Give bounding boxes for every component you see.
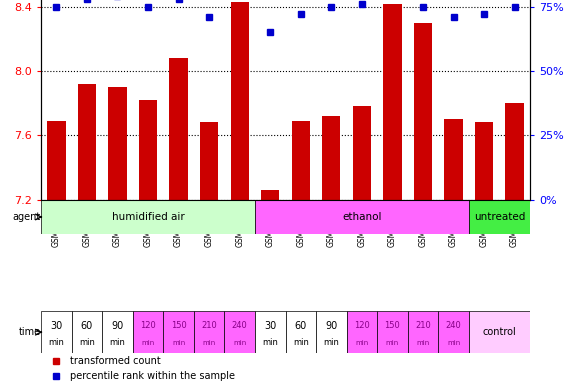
Bar <box>139 100 157 200</box>
Bar <box>47 121 66 200</box>
Text: ethanol: ethanol <box>342 212 381 222</box>
Bar <box>292 121 310 200</box>
Bar <box>78 84 96 200</box>
Bar <box>194 311 224 353</box>
Text: min: min <box>447 340 460 346</box>
Bar <box>163 311 194 353</box>
Bar <box>469 311 530 353</box>
Bar <box>439 311 469 353</box>
Bar <box>170 58 188 200</box>
Bar <box>72 311 102 353</box>
Bar <box>383 3 401 200</box>
Bar <box>316 311 347 353</box>
Bar <box>286 311 316 353</box>
Text: 90: 90 <box>111 321 123 331</box>
Bar <box>475 122 493 200</box>
Text: time: time <box>19 327 41 337</box>
Bar <box>41 311 72 353</box>
Bar <box>353 106 371 200</box>
Text: min: min <box>172 340 185 346</box>
Text: min: min <box>262 338 278 347</box>
Bar <box>200 122 218 200</box>
Text: 90: 90 <box>325 321 337 331</box>
Text: min: min <box>323 338 339 347</box>
Text: 120: 120 <box>140 321 156 330</box>
Text: 210: 210 <box>201 321 217 330</box>
Text: min: min <box>416 340 429 346</box>
Text: 150: 150 <box>171 321 187 330</box>
Bar <box>224 311 255 353</box>
Bar <box>414 23 432 200</box>
Text: 60: 60 <box>295 321 307 331</box>
Bar <box>347 311 377 353</box>
Bar <box>231 2 249 200</box>
Text: humidified air: humidified air <box>112 212 184 222</box>
Bar <box>261 190 279 200</box>
Text: 150: 150 <box>384 321 400 330</box>
Text: 240: 240 <box>232 321 248 330</box>
Text: min: min <box>203 340 216 346</box>
Text: 60: 60 <box>81 321 93 331</box>
Text: 30: 30 <box>50 321 62 331</box>
Text: percentile rank within the sample: percentile rank within the sample <box>70 371 235 381</box>
Bar <box>377 311 408 353</box>
Text: min: min <box>49 338 65 347</box>
Bar <box>108 87 127 200</box>
Text: agent: agent <box>13 212 41 222</box>
Bar <box>322 116 340 200</box>
Bar <box>255 311 286 353</box>
Text: 30: 30 <box>264 321 276 331</box>
Bar <box>469 200 530 234</box>
Text: min: min <box>233 340 246 346</box>
Text: min: min <box>355 340 368 346</box>
Bar <box>444 119 463 200</box>
Text: min: min <box>386 340 399 346</box>
Text: 210: 210 <box>415 321 431 330</box>
Bar <box>255 200 469 234</box>
Text: min: min <box>142 340 155 346</box>
Bar <box>408 311 439 353</box>
Text: transformed count: transformed count <box>70 356 161 366</box>
Text: untreated: untreated <box>474 212 525 222</box>
Bar <box>132 311 163 353</box>
Bar <box>505 103 524 200</box>
Bar <box>102 311 132 353</box>
Text: min: min <box>110 338 126 347</box>
Text: 240: 240 <box>445 321 461 330</box>
Text: 120: 120 <box>354 321 370 330</box>
Text: min: min <box>79 338 95 347</box>
Bar <box>41 200 255 234</box>
Text: control: control <box>482 327 516 337</box>
Text: min: min <box>293 338 309 347</box>
